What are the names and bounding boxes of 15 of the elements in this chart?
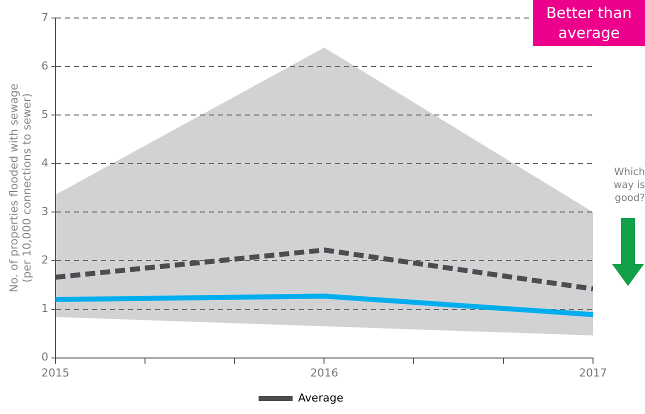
y-tick-label: 0 [41, 350, 48, 364]
y-axis-title: No. of properties flooded with sewage (per 10,000 connections to sewer) [7, 83, 34, 292]
y-tick-label: 2 [41, 254, 48, 267]
y-tick-label: 1 [41, 302, 48, 316]
text: Which way is good? [612, 166, 645, 205]
legend-label: Average [298, 391, 344, 404]
y-tick-label: 3 [41, 205, 48, 218]
annotation: Better than average [533, 0, 645, 46]
x-tick-label: 2017 [579, 366, 608, 380]
y-tick-label: 6 [41, 59, 48, 72]
y-tick-label: 5 [41, 108, 48, 121]
y-tick-label: 7 [41, 10, 48, 24]
x-tick-label: 2016 [310, 366, 338, 380]
x-tick-label: 2015 [41, 366, 70, 380]
y-tick-label: 4 [41, 156, 48, 170]
